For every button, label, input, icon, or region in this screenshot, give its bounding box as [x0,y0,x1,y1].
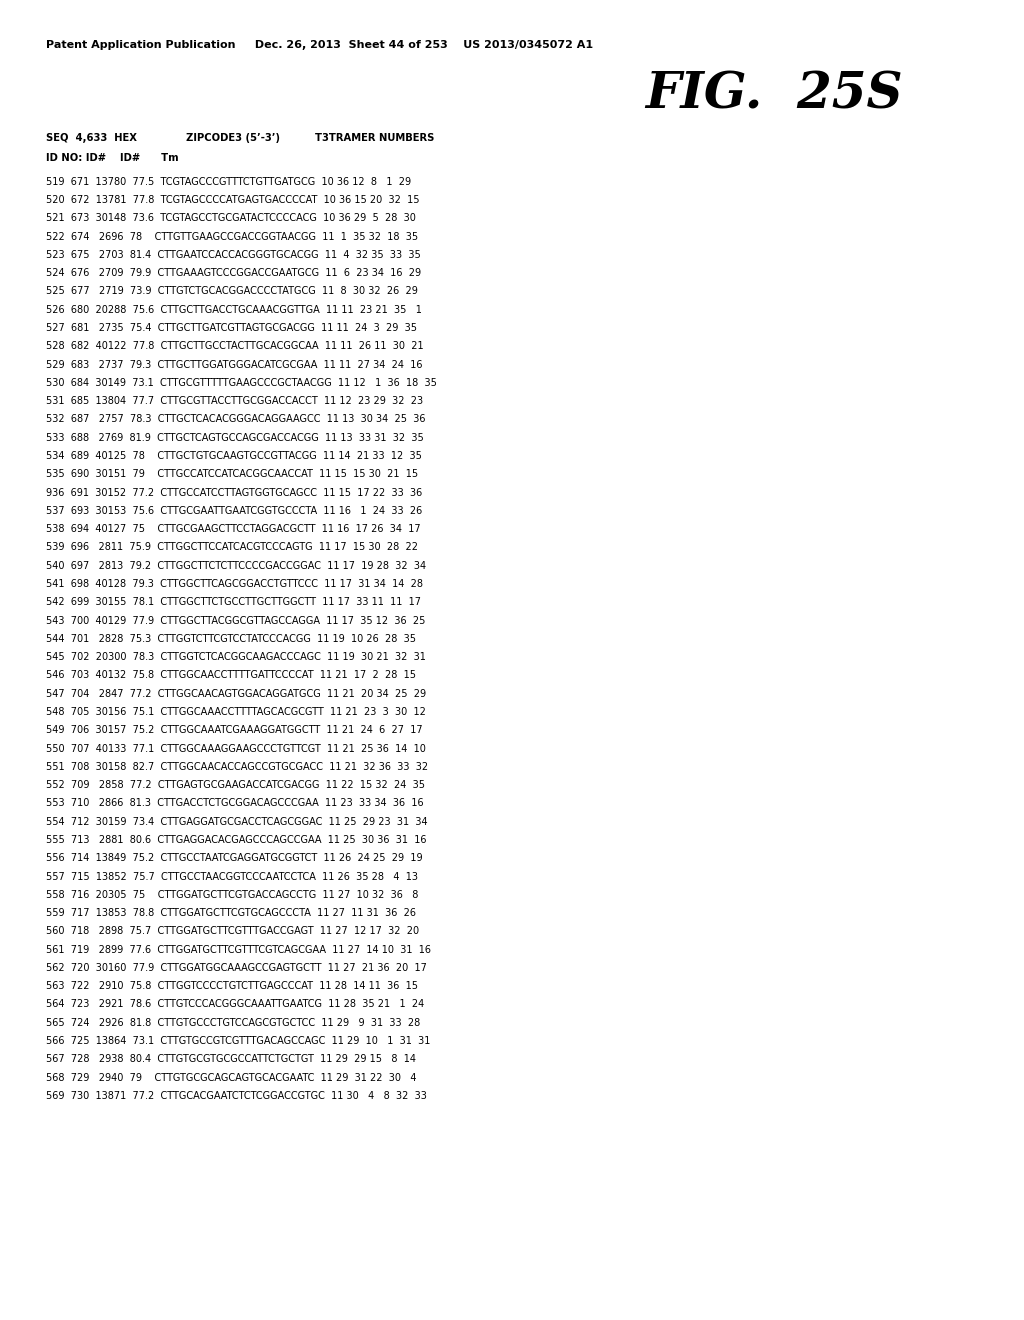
Text: 554  712  30159  73.4  CTTGAGGATGCGACCTCAGCGGAC  11 25  29 23  31  34: 554 712 30159 73.4 CTTGAGGATGCGACCTCAGCG… [46,817,428,826]
Text: 559  717  13853  78.8  CTTGGATGCTTCGTGCAGCCCTA  11 27  11 31  36  26: 559 717 13853 78.8 CTTGGATGCTTCGTGCAGCCC… [46,908,416,919]
Text: 535  690  30151  79    CTTGCCATCCATCACGGCAACCAT  11 15  15 30  21  15: 535 690 30151 79 CTTGCCATCCATCACGGCAACCA… [46,470,418,479]
Text: 539  696   2811  75.9  CTTGGCTTCCATCACGTCCCAGTG  11 17  15 30  28  22: 539 696 2811 75.9 CTTGGCTTCCATCACGTCCCAG… [46,543,418,553]
Text: 525  677   2719  73.9  CTTGTCTGCACGGACCCCTATGCG  11  8  30 32  26  29: 525 677 2719 73.9 CTTGTCTGCACGGACCCCTATG… [46,286,418,297]
Text: 534  689  40125  78    CTTGCTGTGCAAGTGCCGTTACGG  11 14  21 33  12  35: 534 689 40125 78 CTTGCTGTGCAAGTGCCGTTACG… [46,451,422,461]
Text: 530  684  30149  73.1  CTTGCGTTTTTGAAGCCCGCTAACGG  11 12   1  36  18  35: 530 684 30149 73.1 CTTGCGTTTTTGAAGCCCGCT… [46,378,437,388]
Text: 542  699  30155  78.1  CTTGGCTTCTGCCTTGCTTGGCTT  11 17  33 11  11  17: 542 699 30155 78.1 CTTGGCTTCTGCCTTGCTTGG… [46,597,421,607]
Text: 528  682  40122  77.8  CTTGCTTGCCTACTTGCACGGCAA  11 11  26 11  30  21: 528 682 40122 77.8 CTTGCTTGCCTACTTGCACGG… [46,342,424,351]
Text: 547  704   2847  77.2  CTTGGCAACAGTGGACAGGATGCG  11 21  20 34  25  29: 547 704 2847 77.2 CTTGGCAACAGTGGACAGGATG… [46,689,426,698]
Text: 543  700  40129  77.9  CTTGGCTTACGGCGTTAGCCAGGA  11 17  35 12  36  25: 543 700 40129 77.9 CTTGGCTTACGGCGTTAGCCA… [46,615,425,626]
Text: 567  728   2938  80.4  CTTGTGCGTGCGCCATTCTGCTGT  11 29  29 15   8  14: 567 728 2938 80.4 CTTGTGCGTGCGCCATTCTGCT… [46,1055,416,1064]
Text: 562  720  30160  77.9  CTTGGATGGCAAAGCCGAGTGCTT  11 27  21 36  20  17: 562 720 30160 77.9 CTTGGATGGCAAAGCCGAGTG… [46,962,427,973]
Text: 533  688   2769  81.9  CTTGCTCAGTGCCAGCGACCACGG  11 13  33 31  32  35: 533 688 2769 81.9 CTTGCTCAGTGCCAGCGACCAC… [46,433,424,442]
Text: 545  702  20300  78.3  CTTGGTCTCACGGCAAGACCCAGC  11 19  30 21  32  31: 545 702 20300 78.3 CTTGGTCTCACGGCAAGACCC… [46,652,426,663]
Text: 936  691  30152  77.2  CTTGCCATCCTTAGTGGTGCAGCC  11 15  17 22  33  36: 936 691 30152 77.2 CTTGCCATCCTTAGTGGTGCA… [46,487,422,498]
Text: 544  701   2828  75.3  CTTGGTCTTCGTCCTATCCCACGG  11 19  10 26  28  35: 544 701 2828 75.3 CTTGGTCTTCGTCCTATCCCAC… [46,634,416,644]
Text: 561  719   2899  77.6  CTTGGATGCTTCGTTTCGTCAGCGAA  11 27  14 10  31  16: 561 719 2899 77.6 CTTGGATGCTTCGTTTCGTCAG… [46,945,431,954]
Text: 553  710   2866  81.3  CTTGACCTCTGCGGACAGCCCGAA  11 23  33 34  36  16: 553 710 2866 81.3 CTTGACCTCTGCGGACAGCCCG… [46,799,424,808]
Text: 523  675   2703  81.4  CTTGAATCCACCACGGGTGCACGG  11  4  32 35  33  35: 523 675 2703 81.4 CTTGAATCCACCACGGGTGCAC… [46,249,421,260]
Text: 521  673  30148  73.6  TCGTAGCCTGCGATACTCCCCACG  10 36 29  5  28  30: 521 673 30148 73.6 TCGTAGCCTGCGATACTCCCC… [46,214,416,223]
Text: 550  707  40133  77.1  CTTGGCAAAGGAAGCCCTGTTCGT  11 21  25 36  14  10: 550 707 40133 77.1 CTTGGCAAAGGAAGCCCTGTT… [46,743,426,754]
Text: 527  681   2735  75.4  CTTGCTTGATCGTTAGTGCGACGG  11 11  24  3  29  35: 527 681 2735 75.4 CTTGCTTGATCGTTAGTGCGAC… [46,323,417,333]
Text: 522  674   2696  78    CTTGTTGAAGCCGACCGGTAACGG  11  1  35 32  18  35: 522 674 2696 78 CTTGTTGAAGCCGACCGGTAACGG… [46,231,418,242]
Text: SEQ  4,633  HEX              ZIPCODE3 (5’-3’)          T3TRAMER NUMBERS: SEQ 4,633 HEX ZIPCODE3 (5’-3’) T3TRAMER … [46,133,434,144]
Text: 548  705  30156  75.1  CTTGGCAAACCTTTTAGCACGCGTT  11 21  23  3  30  12: 548 705 30156 75.1 CTTGGCAAACCTTTTAGCACG… [46,708,426,717]
Text: 524  676   2709  79.9  CTTGAAAGTCCCGGACCGAATGCG  11  6  23 34  16  29: 524 676 2709 79.9 CTTGAAAGTCCCGGACCGAATG… [46,268,421,279]
Text: 552  709   2858  77.2  CTTGAGTGCGAAGACCATCGACGG  11 22  15 32  24  35: 552 709 2858 77.2 CTTGAGTGCGAAGACCATCGAC… [46,780,425,791]
Text: 560  718   2898  75.7  CTTGGATGCTTCGTTTGACCGAGT  11 27  12 17  32  20: 560 718 2898 75.7 CTTGGATGCTTCGTTTGACCGA… [46,927,419,936]
Text: 557  715  13852  75.7  CTTGCCTAACGGTCCCAATCCTCA  11 26  35 28   4  13: 557 715 13852 75.7 CTTGCCTAACGGTCCCAATCC… [46,871,418,882]
Text: 566  725  13864  73.1  CTTGTGCCGTCGTTTGACAGCCAGC  11 29  10   1  31  31: 566 725 13864 73.1 CTTGTGCCGTCGTTTGACAGC… [46,1036,430,1045]
Text: 519  671  13780  77.5  TCGTAGCCCGTTTCTGTTGATGCG  10 36 12  8   1  29: 519 671 13780 77.5 TCGTAGCCCGTTTCTGTTGAT… [46,177,412,187]
Text: 520  672  13781  77.8  TCGTAGCCCCATGAGTGACCCCAT  10 36 15 20  32  15: 520 672 13781 77.8 TCGTAGCCCCATGAGTGACCC… [46,195,420,205]
Text: 532  687   2757  78.3  CTTGCTCACACGGGACAGGAAGCC  11 13  30 34  25  36: 532 687 2757 78.3 CTTGCTCACACGGGACAGGAAG… [46,414,426,425]
Text: 551  708  30158  82.7  CTTGGCAACACCAGCCGTGCGACC  11 21  32 36  33  32: 551 708 30158 82.7 CTTGGCAACACCAGCCGTGCG… [46,762,428,772]
Text: 538  694  40127  75    CTTGCGAAGCTTCCTAGGACGCTT  11 16  17 26  34  17: 538 694 40127 75 CTTGCGAAGCTTCCTAGGACGCT… [46,524,421,535]
Text: 537  693  30153  75.6  CTTGCGAATTGAATCGGTGCCCTA  11 16   1  24  33  26: 537 693 30153 75.6 CTTGCGAATTGAATCGGTGCC… [46,506,422,516]
Text: 526  680  20288  75.6  CTTGCTTGACCTGCAAACGGTTGA  11 11  23 21  35   1: 526 680 20288 75.6 CTTGCTTGACCTGCAAACGGT… [46,305,422,314]
Text: ID NO: ID#    ID#      Tm: ID NO: ID# ID# Tm [46,153,179,164]
Text: 555  713   2881  80.6  CTTGAGGACACGAGCCCAGCCGAA  11 25  30 36  31  16: 555 713 2881 80.6 CTTGAGGACACGAGCCCAGCCG… [46,836,427,845]
Text: 568  729   2940  79    CTTGTGCGCAGCAGTGCACGAATC  11 29  31 22  30   4: 568 729 2940 79 CTTGTGCGCAGCAGTGCACGAATC… [46,1073,417,1082]
Text: 541  698  40128  79.3  CTTGGCTTCAGCGGACCTGTTCCC  11 17  31 34  14  28: 541 698 40128 79.3 CTTGGCTTCAGCGGACCTGTT… [46,579,423,589]
Text: FIG.  25S: FIG. 25S [645,70,903,119]
Text: 558  716  20305  75    CTTGGATGCTTCGTGACCAGCCTG  11 27  10 32  36   8: 558 716 20305 75 CTTGGATGCTTCGTGACCAGCCT… [46,890,419,900]
Text: 540  697   2813  79.2  CTTGGCTTCTCTTCCCCGACCGGAC  11 17  19 28  32  34: 540 697 2813 79.2 CTTGGCTTCTCTTCCCCGACCG… [46,561,426,570]
Text: 556  714  13849  75.2  CTTGCCTAATCGAGGATGCGGTCT  11 26  24 25  29  19: 556 714 13849 75.2 CTTGCCTAATCGAGGATGCGG… [46,853,423,863]
Text: 565  724   2926  81.8  CTTGTGCCCTGTCCAGCGTGCTCC  11 29   9  31  33  28: 565 724 2926 81.8 CTTGTGCCCTGTCCAGCGTGCT… [46,1018,420,1028]
Text: 546  703  40132  75.8  CTTGGCAACCTTTTGATTCCCCAT  11 21  17  2  28  15: 546 703 40132 75.8 CTTGGCAACCTTTTGATTCCC… [46,671,416,680]
Text: 549  706  30157  75.2  CTTGGCAAATCGAAAGGATGGCTT  11 21  24  6  27  17: 549 706 30157 75.2 CTTGGCAAATCGAAAGGATGG… [46,725,423,735]
Text: 569  730  13871  77.2  CTTGCACGAATCTCTCGGACCGTGC  11 30   4   8  32  33: 569 730 13871 77.2 CTTGCACGAATCTCTCGGACC… [46,1090,427,1101]
Text: 564  723   2921  78.6  CTTGTCCCACGGGCAAATTGAATCG  11 28  35 21   1  24: 564 723 2921 78.6 CTTGTCCCACGGGCAAATTGAA… [46,999,424,1010]
Text: 563  722   2910  75.8  CTTGGTCCCCTGTCTTGAGCCCAT  11 28  14 11  36  15: 563 722 2910 75.8 CTTGGTCCCCTGTCTTGAGCCC… [46,981,418,991]
Text: 529  683   2737  79.3  CTTGCTTGGATGGGACATCGCGAA  11 11  27 34  24  16: 529 683 2737 79.3 CTTGCTTGGATGGGACATCGCG… [46,359,423,370]
Text: 531  685  13804  77.7  CTTGCGTTACCTTGCGGACCACCT  11 12  23 29  32  23: 531 685 13804 77.7 CTTGCGTTACCTTGCGGACCA… [46,396,423,407]
Text: Patent Application Publication     Dec. 26, 2013  Sheet 44 of 253    US 2013/034: Patent Application Publication Dec. 26, … [46,40,593,50]
